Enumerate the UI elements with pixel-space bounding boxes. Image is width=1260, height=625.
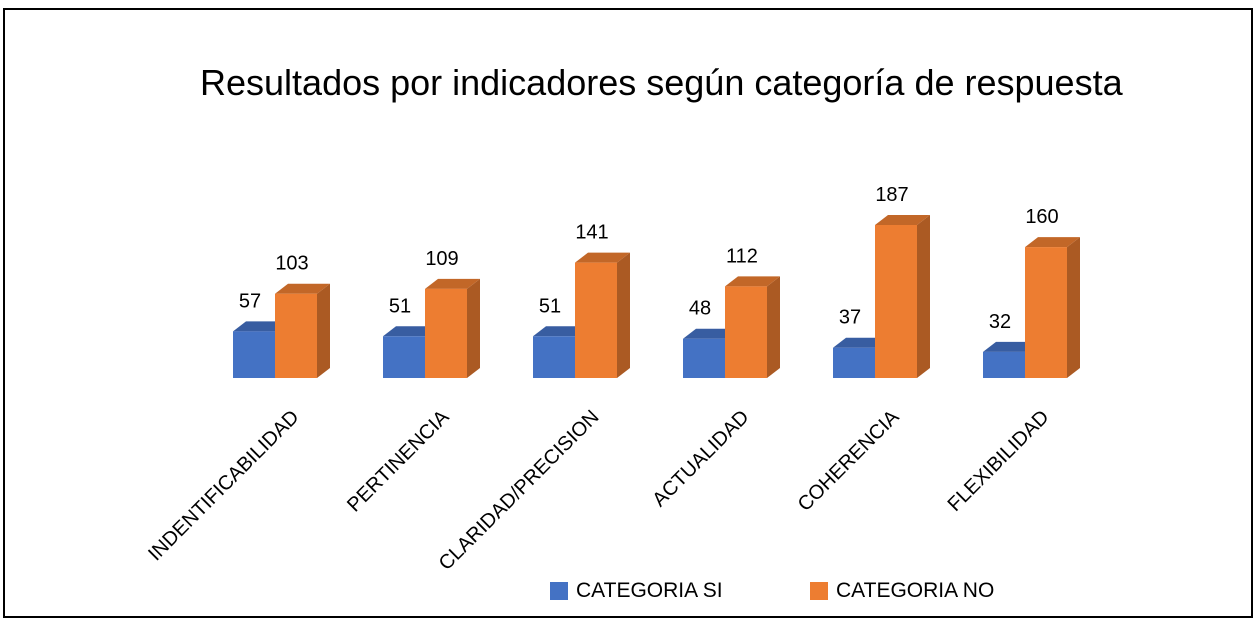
bar-top-no-1	[425, 278, 480, 289]
category-label-2: CLARIDAD/PRECISION	[435, 406, 604, 575]
bar-top-si-2	[533, 326, 588, 337]
category-label-5: FLEXIBILIDAD	[944, 406, 1054, 516]
data-label-si-4: 37	[839, 307, 861, 329]
bar-si-5	[983, 351, 1025, 378]
bar-side-no-1	[467, 278, 480, 378]
bar-top-no-3	[725, 276, 780, 287]
bar-no-3	[725, 286, 767, 378]
bar-top-si-0	[233, 321, 288, 332]
data-label-no-0: 103	[275, 253, 308, 275]
legend-swatch-no	[810, 582, 828, 600]
category-label-0: INDENTIFICABILIDAD	[144, 406, 303, 565]
bar-side-no-5	[1067, 237, 1080, 378]
data-label-si-5: 32	[989, 311, 1011, 333]
bar-side-no-2	[617, 252, 630, 378]
category-label-1: PERTINENCIA	[343, 406, 454, 517]
bar-si-4	[833, 347, 875, 378]
legend-item-categoria-no: CATEGORIA NO	[810, 578, 994, 604]
data-label-si-1: 51	[389, 295, 411, 317]
data-label-no-3: 112	[726, 245, 758, 267]
bar-top-no-4	[875, 215, 930, 225]
bar-top-si-4	[833, 337, 888, 348]
bar-side-no-3	[767, 276, 780, 378]
category-label-4: COHERENCIA	[794, 406, 904, 516]
legend-label-si: CATEGORIA SI	[576, 579, 723, 602]
bar-top-no-2	[575, 252, 630, 263]
bar-side-no-0	[317, 283, 330, 378]
data-label-no-1: 109	[425, 248, 458, 270]
bar-top-no-0	[275, 283, 330, 294]
legend-label-no: CATEGORIA NO	[836, 579, 995, 602]
bar-top-si-3	[683, 328, 738, 339]
data-label-si-3: 48	[689, 298, 711, 320]
bar-no-0	[275, 293, 317, 378]
bar-si-3	[683, 338, 725, 378]
legend-swatch-si	[550, 582, 568, 600]
category-label-3: ACTUALIDAD	[648, 406, 753, 511]
bar-si-1	[383, 336, 425, 378]
legend-item-categoria-si: CATEGORIA SI	[550, 578, 723, 604]
data-label-no-4: 187	[875, 184, 908, 206]
bar-no-5	[1025, 247, 1067, 378]
bar-top-no-5	[1025, 237, 1080, 248]
data-label-no-2: 141	[575, 222, 608, 244]
bar-no-2	[575, 262, 617, 378]
data-label-si-2: 51	[539, 295, 561, 317]
bar-no-4	[875, 225, 917, 378]
data-label-no-5: 160	[1025, 206, 1058, 228]
bar-si-0	[233, 331, 275, 378]
bar-no-1	[425, 288, 467, 378]
bar-top-si-5	[983, 341, 1038, 352]
data-label-si-0: 57	[239, 290, 261, 312]
chart-title: Resultados por indicadores según categor…	[200, 62, 1123, 103]
bar-top-si-1	[383, 326, 438, 337]
bar-si-2	[533, 336, 575, 378]
bar-side-no-4	[917, 215, 930, 378]
